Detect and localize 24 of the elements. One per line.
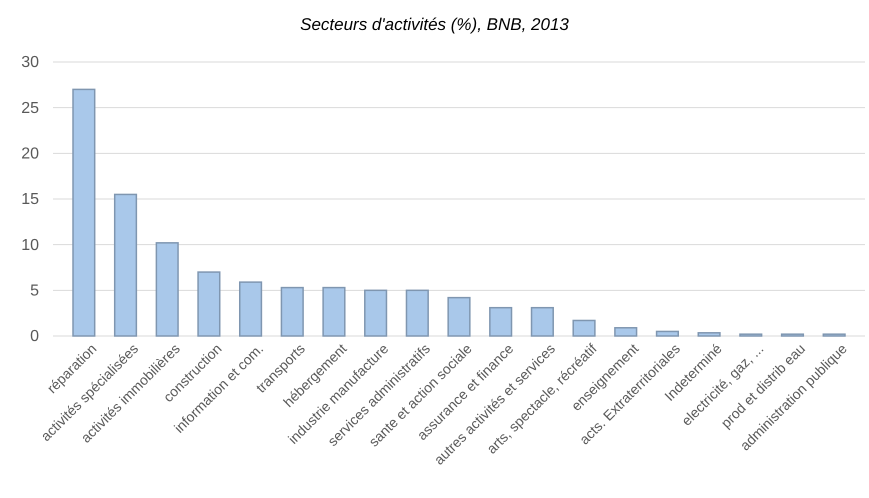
bar bbox=[114, 194, 138, 337]
bar bbox=[572, 320, 596, 337]
bar bbox=[489, 306, 512, 337]
chart-title: Secteurs d'activités (%), BNB, 2013 bbox=[300, 15, 570, 34]
y-tick-label: 30 bbox=[21, 54, 40, 72]
bar bbox=[364, 290, 388, 337]
bar bbox=[406, 290, 429, 337]
y-tick-label: 25 bbox=[21, 100, 40, 117]
y-tick-label: 15 bbox=[21, 191, 40, 208]
y-tick-label: 5 bbox=[30, 282, 40, 300]
bar bbox=[614, 327, 638, 337]
bar bbox=[280, 286, 304, 337]
y-tick-label: 10 bbox=[21, 236, 40, 254]
y-tick-label: 0 bbox=[30, 328, 40, 346]
bar bbox=[698, 332, 721, 337]
y-tick-label: 20 bbox=[21, 145, 40, 162]
bar bbox=[447, 296, 471, 337]
bar bbox=[238, 281, 262, 337]
bar bbox=[322, 286, 346, 337]
bar bbox=[197, 271, 220, 337]
bar bbox=[156, 242, 179, 337]
bar bbox=[72, 88, 96, 337]
bar bbox=[656, 330, 680, 337]
bar bbox=[530, 306, 554, 337]
